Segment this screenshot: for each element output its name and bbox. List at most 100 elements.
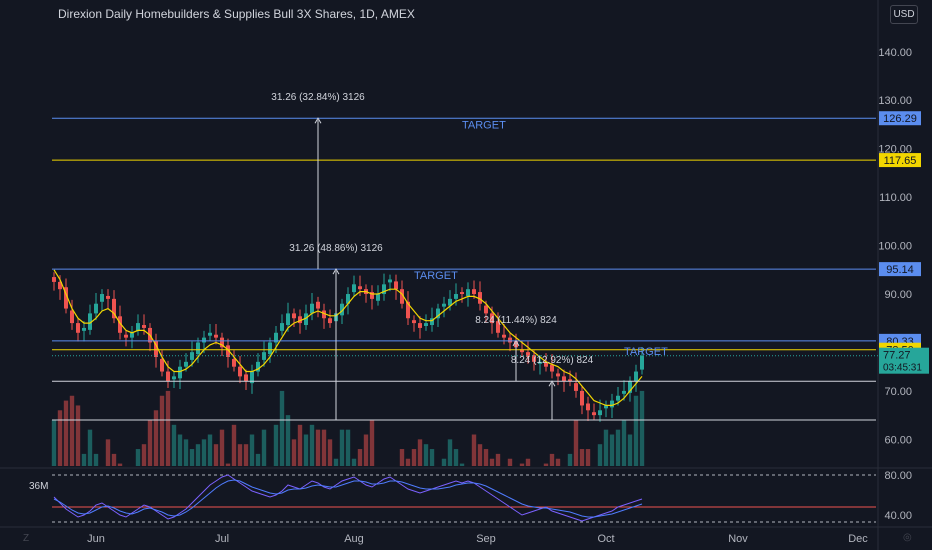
last-price-tag [879, 347, 929, 374]
candle-body [328, 318, 332, 324]
candle-body [568, 379, 572, 382]
volume-bar [201, 439, 207, 466]
volume-bar [327, 439, 333, 466]
volume-bar [627, 434, 633, 466]
candle-body [214, 334, 218, 338]
volume-bar [639, 390, 645, 466]
volume-bar [555, 458, 561, 466]
indicator-line-2 [53, 479, 643, 518]
y-tick-label: 60.00 [884, 434, 912, 446]
volume-bar [183, 439, 189, 466]
candle-body [400, 289, 404, 304]
volume-bar [621, 419, 627, 466]
x-tick-label: Aug [344, 533, 364, 545]
candle-body [190, 352, 194, 360]
candle-body [112, 298, 116, 319]
volume-bar [489, 458, 495, 466]
volume-bar [189, 449, 195, 466]
candle-body [172, 376, 176, 380]
candle-body [232, 358, 236, 367]
target-label: TARGET [414, 270, 458, 282]
volume-bar [279, 390, 285, 466]
candle-body [508, 337, 512, 343]
y-tick-label: 90.00 [884, 289, 912, 301]
chart-title: Direxion Daily Homebuilders & Supplies B… [58, 7, 415, 21]
candle-body [94, 303, 98, 314]
candle-body [610, 400, 614, 408]
candle-body [604, 405, 608, 409]
candle-body [304, 313, 308, 326]
volume-bar [213, 444, 219, 466]
indicator-line-1 [53, 474, 643, 522]
candle-body [430, 318, 434, 326]
level-price-label: 117.65 [884, 155, 917, 167]
volume-bar [615, 429, 621, 466]
target-label: TARGET [462, 119, 506, 131]
candle-body [454, 294, 458, 299]
candle-body [622, 390, 626, 394]
candle-body [58, 281, 62, 290]
volume-bar [585, 449, 591, 466]
candle-body [382, 284, 386, 295]
target-label: TARGET [624, 346, 668, 358]
candle-body [496, 321, 500, 333]
y-tick-label: 130.00 [878, 95, 912, 107]
measure-label: 8.24 (11.44%) 824 [475, 315, 557, 326]
candle-body [196, 342, 200, 355]
volume-bar [291, 439, 297, 466]
volume-bar [369, 419, 375, 466]
settings-icon[interactable]: ◎ [903, 532, 912, 543]
volume-bar [147, 419, 153, 466]
volume-bar [297, 424, 303, 466]
candle-body [634, 371, 638, 382]
volume-bar [549, 453, 555, 466]
candle-body [178, 366, 182, 379]
candle-body [82, 327, 86, 331]
candle-body [448, 298, 452, 306]
volume-bar [405, 458, 411, 466]
volume-bar [423, 444, 429, 466]
candle-body [88, 313, 92, 330]
candle-body [436, 308, 440, 319]
candle-body [628, 381, 632, 393]
candle-body [262, 352, 266, 360]
volume-bar [303, 434, 309, 466]
candle-body [502, 334, 506, 338]
currency-button[interactable]: USD [890, 5, 918, 24]
indicator-tick-label: 40.00 [884, 510, 912, 522]
volume-bar [93, 453, 99, 466]
candle-body [478, 292, 482, 304]
candle-body [142, 325, 146, 328]
candle-body [406, 301, 410, 319]
volume-bar [285, 415, 291, 466]
candle-body [310, 303, 314, 314]
candle-body [538, 361, 542, 364]
volume-bar [471, 434, 477, 466]
candle-body [118, 316, 122, 333]
volume-bar [333, 458, 339, 466]
candle-body [592, 412, 596, 416]
candle-body [220, 337, 224, 348]
measure-arrow [332, 268, 340, 275]
volume-bar [495, 453, 501, 466]
candle-body [76, 323, 80, 333]
candle-body [460, 292, 464, 295]
candle-body [238, 366, 242, 377]
candle-body [64, 287, 68, 309]
candle-body [298, 316, 302, 324]
candle-body [466, 289, 470, 296]
measure-arrow [548, 380, 556, 387]
volume-bar [315, 429, 321, 466]
candle-body [322, 310, 326, 319]
measure-arrow [314, 117, 322, 124]
candle-body [136, 323, 140, 331]
volume-bar [231, 424, 237, 466]
candle-body [526, 352, 530, 357]
candle-body [388, 279, 392, 283]
zoom-reset-button[interactable]: Z [23, 533, 30, 544]
volume-bar [321, 429, 327, 466]
volume-bar [255, 453, 261, 466]
volume-bar [345, 429, 351, 466]
candle-body [268, 342, 272, 355]
